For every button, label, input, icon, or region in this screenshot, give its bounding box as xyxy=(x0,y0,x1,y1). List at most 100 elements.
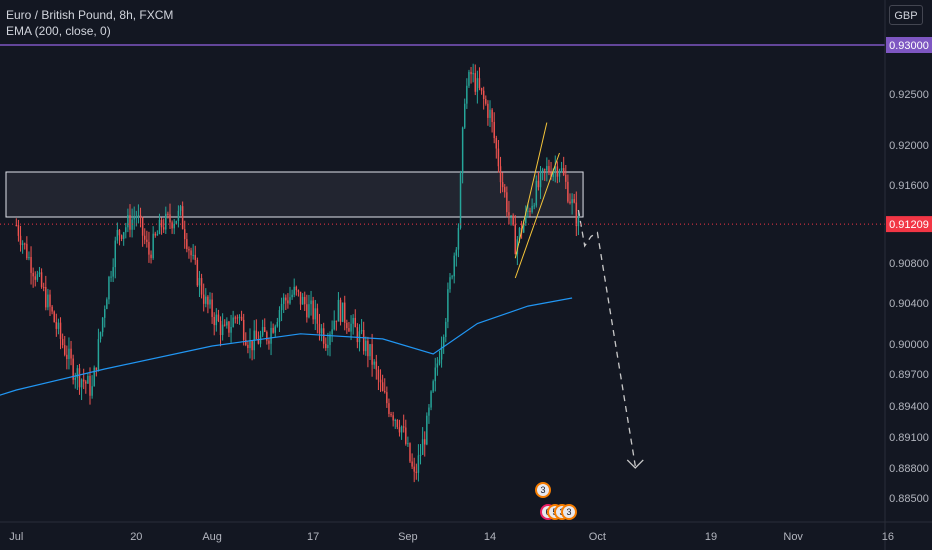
candle-body xyxy=(474,73,476,92)
projection-path[interactable] xyxy=(577,209,636,467)
candle-body xyxy=(518,228,521,240)
candle-body xyxy=(362,330,365,352)
supply-zone[interactable] xyxy=(5,171,584,218)
candle-body xyxy=(405,427,407,444)
candle-body xyxy=(354,317,356,328)
candle-body xyxy=(162,227,165,230)
candle-body xyxy=(480,88,483,91)
candle-body xyxy=(57,322,60,329)
currency-button[interactable]: GBP xyxy=(889,5,923,25)
candle-body xyxy=(274,326,276,333)
projection-arrow-icon xyxy=(626,459,644,469)
candle-body xyxy=(104,309,106,318)
candle-body xyxy=(413,466,415,472)
candle-body xyxy=(21,243,24,245)
candle-body xyxy=(522,223,525,233)
price-tick-label: 0.88500 xyxy=(889,493,929,505)
candle-body xyxy=(508,212,510,216)
candle-body xyxy=(95,367,98,370)
candle-body xyxy=(455,249,458,256)
price-tick-label: 0.90800 xyxy=(889,258,929,270)
candle-body xyxy=(560,168,563,171)
event-markers[interactable]: 36533 xyxy=(535,482,577,520)
candle-body xyxy=(573,199,575,203)
candle-body xyxy=(179,206,182,211)
candle-body xyxy=(310,300,312,305)
candle-body xyxy=(424,439,426,445)
candle-body xyxy=(367,340,369,357)
candle-body xyxy=(270,327,272,344)
candle-body xyxy=(156,233,159,236)
candle-body xyxy=(255,330,258,340)
rising-channel[interactable] xyxy=(514,122,560,279)
event-count-label: 3 xyxy=(540,485,545,495)
candle-body xyxy=(312,300,314,320)
candle-body xyxy=(120,235,123,239)
resistance-price-tag xyxy=(886,37,932,53)
candle-body xyxy=(493,122,495,139)
candle-body xyxy=(280,303,283,311)
candle-body xyxy=(68,348,70,360)
candle-body xyxy=(466,85,468,104)
channel-line xyxy=(514,152,560,279)
price-axis[interactable]: 0.93000 0.92500 0.92000 0.91600 0.91209 0.908… xyxy=(886,37,932,505)
candle-body xyxy=(489,109,491,118)
candle-body xyxy=(525,211,527,224)
candle-body xyxy=(535,180,538,206)
candle-body xyxy=(188,249,190,251)
candle-body xyxy=(207,296,209,305)
candle-body xyxy=(415,471,418,473)
candle-body xyxy=(110,276,112,278)
price-tick-label: 0.89400 xyxy=(889,401,929,413)
candle-body xyxy=(337,299,340,322)
candle-body xyxy=(228,321,230,333)
candle-body xyxy=(430,391,432,408)
candle-body xyxy=(177,210,180,221)
event-flag-icon[interactable] xyxy=(561,504,577,520)
candle-body xyxy=(539,171,542,188)
candle-body xyxy=(278,310,281,322)
time-axis[interactable]: Jul 20 Aug 17 Sep 14 Oct 19 Nov 16 xyxy=(9,531,894,543)
event-flag-icon[interactable] xyxy=(535,482,551,498)
candle-body xyxy=(529,210,531,212)
candle-body xyxy=(541,169,544,172)
candle-body xyxy=(506,192,508,213)
candle-body xyxy=(352,317,354,324)
time-tick-label: Sep xyxy=(398,531,418,543)
candle-body xyxy=(49,294,51,307)
candle-body xyxy=(546,166,548,171)
candle-body xyxy=(61,338,64,346)
candle-body xyxy=(293,286,295,295)
candle-body xyxy=(571,199,573,204)
candle-body xyxy=(297,290,300,292)
candle-body xyxy=(371,344,373,365)
resistance-price-label: 0.93000 xyxy=(889,40,929,52)
candle-body xyxy=(562,168,565,175)
candle-body xyxy=(544,169,546,171)
candle-body xyxy=(99,332,102,340)
candle-body xyxy=(148,241,150,255)
candle-body xyxy=(234,317,236,319)
time-tick-label: 19 xyxy=(705,531,717,543)
candle-body xyxy=(472,73,474,75)
candle-body xyxy=(331,329,333,335)
candle-body xyxy=(19,235,22,245)
candle-body xyxy=(266,331,268,341)
price-tick-label: 0.89700 xyxy=(889,369,929,381)
candle-body xyxy=(196,260,199,286)
candles xyxy=(15,63,580,483)
candle-body xyxy=(440,346,443,360)
candle-body xyxy=(396,419,399,428)
candle-body xyxy=(125,227,127,233)
candle-body xyxy=(249,340,251,349)
candle-body xyxy=(426,415,428,445)
candle-body xyxy=(184,229,186,240)
indicator-label[interactable]: EMA (200, close, 0) xyxy=(6,24,111,38)
candle-body xyxy=(141,217,144,236)
candle-body xyxy=(386,392,388,404)
candle-body xyxy=(432,381,434,392)
time-tick-label: 16 xyxy=(882,531,894,543)
candle-body xyxy=(344,302,346,323)
candle-body xyxy=(499,166,502,183)
